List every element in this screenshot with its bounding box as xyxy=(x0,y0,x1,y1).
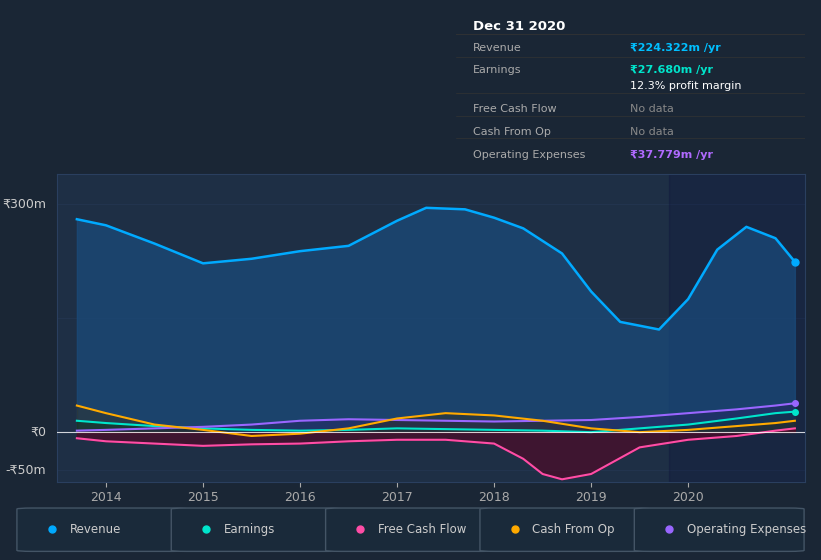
Text: ₹0: ₹0 xyxy=(30,426,46,438)
Text: No data: No data xyxy=(631,104,674,114)
Text: Operating Expenses: Operating Expenses xyxy=(687,522,806,536)
Text: -₹50m: -₹50m xyxy=(5,464,46,477)
Text: ₹37.779m /yr: ₹37.779m /yr xyxy=(631,150,713,160)
Text: Cash From Op: Cash From Op xyxy=(473,127,551,137)
Text: No data: No data xyxy=(631,127,674,137)
FancyBboxPatch shape xyxy=(326,508,495,552)
Text: Operating Expenses: Operating Expenses xyxy=(473,150,585,160)
Text: ₹300m: ₹300m xyxy=(2,198,46,211)
FancyBboxPatch shape xyxy=(17,508,186,552)
Text: Revenue: Revenue xyxy=(70,522,121,536)
Text: Revenue: Revenue xyxy=(473,43,522,53)
FancyBboxPatch shape xyxy=(635,508,804,552)
Text: ₹27.680m /yr: ₹27.680m /yr xyxy=(631,66,713,75)
FancyBboxPatch shape xyxy=(480,508,649,552)
Text: Earnings: Earnings xyxy=(473,66,521,75)
Bar xyxy=(669,174,810,482)
Text: 12.3% profit margin: 12.3% profit margin xyxy=(631,82,741,91)
Text: Free Cash Flow: Free Cash Flow xyxy=(378,522,466,536)
Text: Earnings: Earnings xyxy=(224,522,275,536)
Text: ₹224.322m /yr: ₹224.322m /yr xyxy=(631,43,721,53)
Text: Cash From Op: Cash From Op xyxy=(533,522,615,536)
FancyBboxPatch shape xyxy=(172,508,341,552)
Text: Dec 31 2020: Dec 31 2020 xyxy=(473,20,566,33)
Text: Free Cash Flow: Free Cash Flow xyxy=(473,104,557,114)
